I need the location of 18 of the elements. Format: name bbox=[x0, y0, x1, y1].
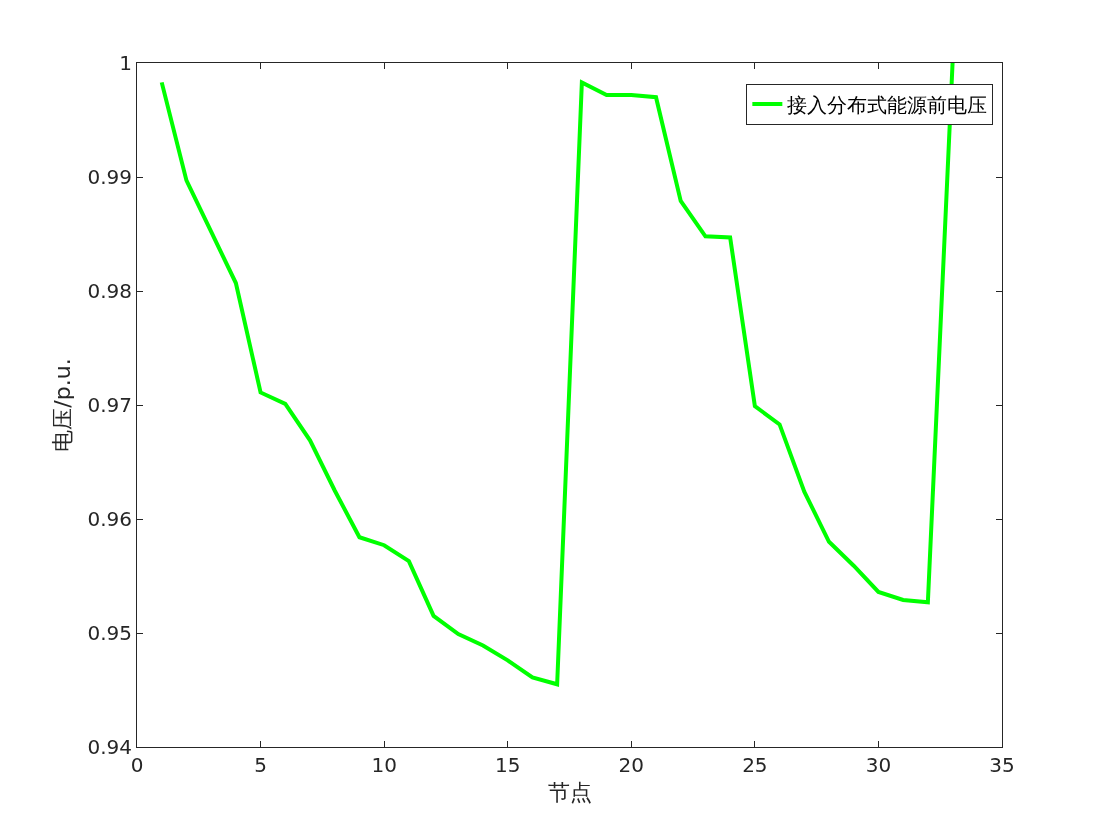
y-tick-label: 0.96 bbox=[87, 507, 132, 531]
y-tick-label: 0.99 bbox=[87, 165, 132, 189]
y-axis-title: 电压/p.u. bbox=[50, 358, 76, 452]
x-tick-label: 30 bbox=[865, 753, 892, 777]
x-tick-label: 5 bbox=[254, 753, 267, 777]
x-tick-label: 15 bbox=[494, 753, 521, 777]
y-tick-label: 0.95 bbox=[87, 621, 132, 645]
x-tick-label: 35 bbox=[989, 753, 1015, 777]
x-tick-label: 10 bbox=[371, 753, 397, 777]
y-tick-label: 1 bbox=[119, 51, 132, 75]
y-tick-label: 0.94 bbox=[87, 735, 132, 759]
x-tick-label: 25 bbox=[742, 753, 768, 777]
x-tick-label: 20 bbox=[618, 753, 645, 777]
legend-label: 接入分布式能源前电压 bbox=[787, 92, 988, 117]
y-tick-label: 0.98 bbox=[87, 279, 132, 303]
x-axis-title: 节点 bbox=[547, 779, 592, 805]
x-tick-label: 0 bbox=[130, 753, 144, 777]
y-tick-label: 0.97 bbox=[87, 393, 132, 417]
